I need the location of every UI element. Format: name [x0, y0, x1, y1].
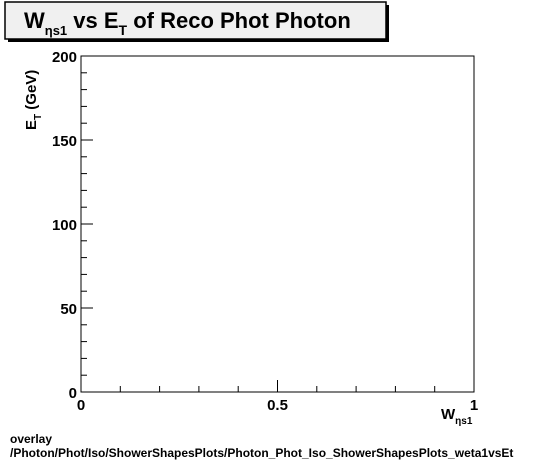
y-tick-label: 150 [52, 133, 77, 150]
y-tick-label: 50 [60, 301, 77, 318]
y-axis-label: ET (GeV) [23, 70, 44, 130]
title-box: Wηs1 vs ET of Reco Phot Photon [4, 1, 389, 42]
x-tick-label: 0 [77, 397, 85, 414]
chart-title: Wηs1 vs ET of Reco Phot Photon [24, 8, 351, 38]
y-tick-label: 100 [52, 217, 77, 234]
axis-ticks [80, 55, 475, 393]
y-tick-label: 0 [69, 385, 77, 402]
x-axis-label: Wηs1 [441, 406, 473, 427]
axis-tick-labels: 0 0.5 1 0 50 100 150 200 [52, 49, 478, 414]
x-tick-label: 1 [470, 397, 478, 414]
y-tick-label: 200 [52, 49, 77, 66]
footer-line-2: /Photon/Phot/Iso/ShowerShapesPlots/Photo… [10, 446, 514, 460]
plot-frame [80, 55, 475, 393]
x-tick-label: 0.5 [267, 397, 288, 414]
footer-line-1: overlay [10, 432, 53, 446]
